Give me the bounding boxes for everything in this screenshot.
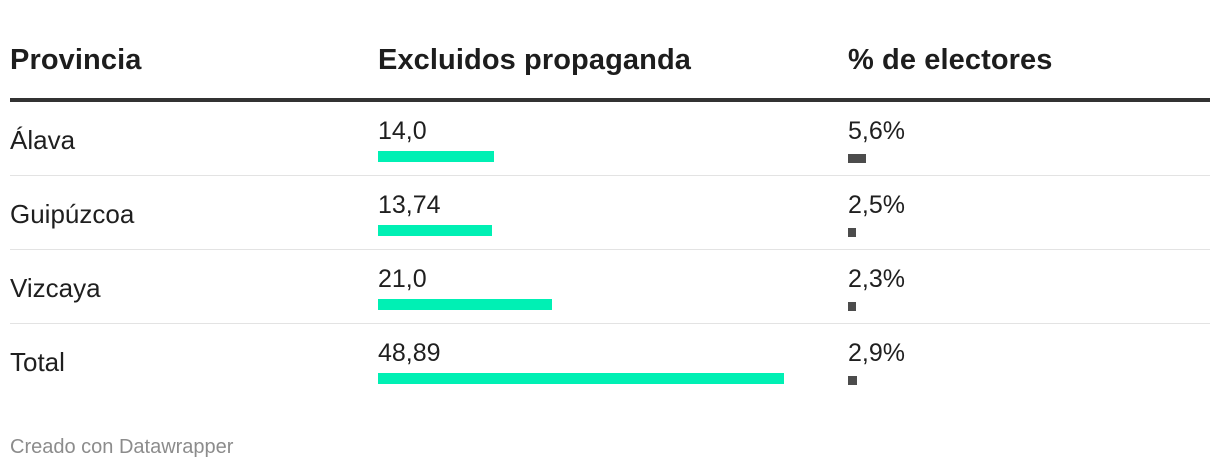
header-provincia[interactable]: Provincia bbox=[10, 44, 142, 76]
excluidos-bar bbox=[378, 299, 553, 310]
table-row: Total 48,89 2,9% bbox=[10, 324, 1210, 397]
excluidos-value: 14,0 bbox=[378, 117, 427, 145]
provincia-label: Guipúzcoa bbox=[10, 199, 135, 229]
electores-bar bbox=[848, 228, 857, 237]
provincia-label: Álava bbox=[10, 125, 76, 155]
excluidos-bar bbox=[378, 151, 495, 162]
electores-bar bbox=[848, 302, 856, 311]
data-table: Provincia Excluidos propaganda % de elec… bbox=[10, 0, 1210, 397]
excluidos-value: 48,89 bbox=[378, 339, 441, 367]
header-excluidos-propaganda[interactable]: Excluidos propaganda bbox=[378, 44, 691, 76]
credit-footer[interactable]: Creado con Datawrapper bbox=[10, 436, 234, 458]
table-row: Vizcaya 21,0 2,3% bbox=[10, 250, 1210, 324]
table-header: Provincia Excluidos propaganda % de elec… bbox=[10, 0, 1210, 102]
electores-value: 2,3% bbox=[848, 265, 905, 293]
table-row: Guipúzcoa 13,74 2,5% bbox=[10, 176, 1210, 250]
excluidos-value: 13,74 bbox=[378, 191, 441, 219]
excluidos-bar bbox=[378, 225, 493, 236]
excluidos-bar bbox=[378, 373, 784, 384]
table-row: Álava 14,0 5,6% bbox=[10, 102, 1210, 176]
electores-value: 5,6% bbox=[848, 117, 905, 145]
electores-value: 2,9% bbox=[848, 339, 905, 367]
header-porcentaje-electores[interactable]: % de electores bbox=[848, 44, 1053, 76]
electores-value: 2,5% bbox=[848, 191, 905, 219]
electores-bar bbox=[848, 376, 858, 385]
provincia-label: Total bbox=[10, 347, 65, 377]
electores-bar bbox=[848, 154, 866, 163]
excluidos-value: 21,0 bbox=[378, 265, 427, 293]
provincia-label: Vizcaya bbox=[10, 273, 101, 303]
